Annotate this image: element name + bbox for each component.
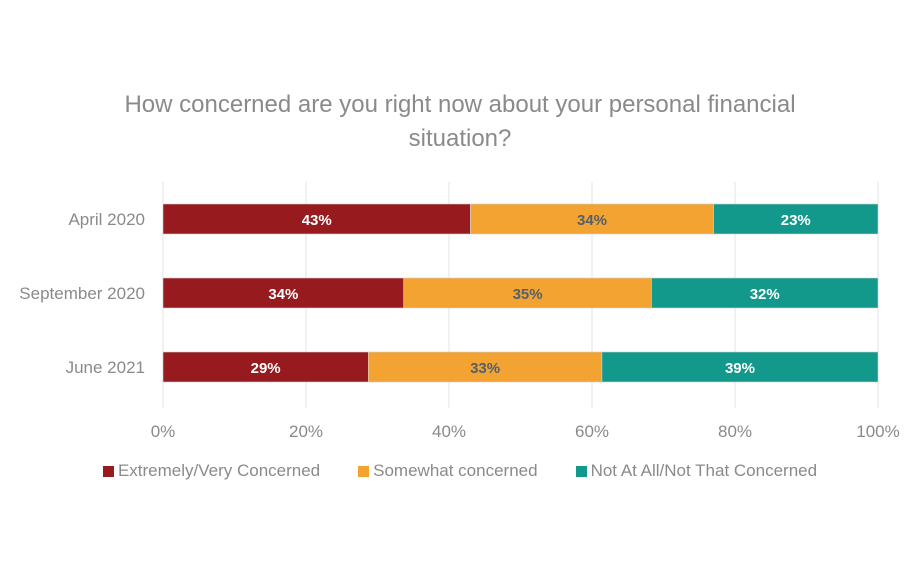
data-label: 23% <box>781 212 811 229</box>
data-label: 35% <box>513 286 543 303</box>
bar-segment <box>713 203 879 235</box>
data-label: 32% <box>750 286 780 303</box>
data-label: 43% <box>302 212 332 229</box>
bar-segment <box>601 351 879 383</box>
bar-segment <box>162 351 369 383</box>
chart-title-line-1: How concerned are you right now about yo… <box>124 91 796 118</box>
data-label: 34% <box>268 286 298 303</box>
data-label: 34% <box>577 212 607 229</box>
chart-title: How concerned are you right now about yo… <box>0 88 920 156</box>
x-tick-label: 40% <box>432 422 466 441</box>
x-tick-label: 60% <box>575 422 609 441</box>
bar-segment <box>162 277 404 309</box>
legend: Extremely/Very Concerned Somewhat concer… <box>0 461 920 481</box>
legend-swatch <box>358 465 370 477</box>
y-category-label: September 2020 <box>19 284 145 303</box>
y-category-label: June 2021 <box>66 358 145 377</box>
bar-segment <box>367 351 603 383</box>
legend-label: Not At All/Not That Concerned <box>590 461 818 480</box>
legend-item-somewhat: Somewhat concerned <box>358 461 538 481</box>
bar-segment <box>470 203 714 235</box>
bar-segment <box>403 277 652 309</box>
legend-item-extremely-very: Extremely/Very Concerned <box>102 461 321 481</box>
legend-swatch <box>102 465 114 477</box>
legend-item-not-at-all: Not At All/Not That Concerned <box>575 461 818 481</box>
x-tick-label: 20% <box>289 422 323 441</box>
x-tick-label: 0% <box>151 422 176 441</box>
x-tick-label: 80% <box>718 422 752 441</box>
legend-label: Somewhat concerned <box>373 461 538 480</box>
data-label: 33% <box>470 360 500 377</box>
data-label: 29% <box>251 360 281 377</box>
bar-segment <box>162 203 471 235</box>
legend-swatch <box>575 465 587 477</box>
y-category-label: April 2020 <box>68 210 145 229</box>
legend-label: Extremely/Very Concerned <box>117 461 321 480</box>
x-tick-label: 100% <box>856 422 899 441</box>
chart-title-line-2: situation? <box>408 125 512 152</box>
data-label: 39% <box>725 360 755 377</box>
bar-segment <box>651 277 879 309</box>
